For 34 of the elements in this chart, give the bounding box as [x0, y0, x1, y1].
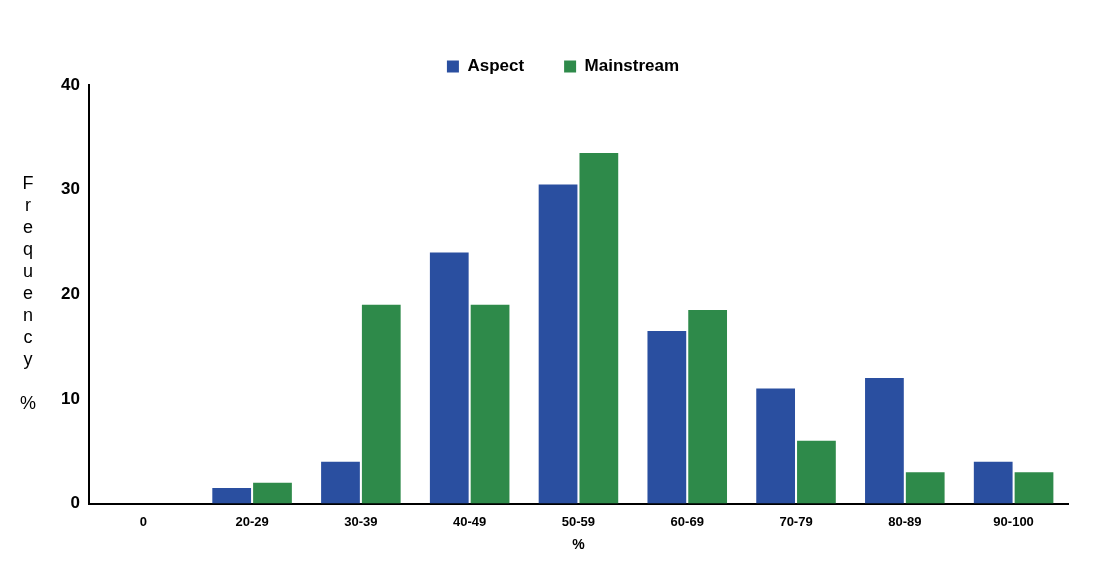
bar [973, 461, 1013, 504]
bar [688, 310, 728, 504]
legend-label: Mainstream [584, 56, 680, 76]
bar [253, 482, 292, 504]
x-tick-label: 20-29 [235, 513, 269, 529]
x-axis-title: % [572, 536, 586, 553]
legend-label: Aspect [467, 56, 525, 76]
y-tick-label: 10 [60, 388, 80, 408]
bar [321, 461, 360, 504]
x-tick-label: 30-39 [344, 513, 378, 529]
bar [1014, 472, 1054, 504]
x-tick-label: 70-79 [779, 513, 813, 529]
x-tick-label: 60-69 [670, 513, 704, 529]
bar [905, 472, 945, 504]
bar [212, 487, 252, 504]
x-tick-label: 40-49 [453, 513, 487, 529]
x-tick-label: 50-59 [561, 513, 596, 529]
y-tick-label: 40 [60, 74, 80, 94]
x-tick-label: 90-100 [993, 513, 1034, 529]
bar [756, 388, 796, 504]
x-tick-label: 80-89 [888, 513, 922, 529]
y-tick-label: 30 [60, 179, 80, 199]
bar [538, 184, 578, 504]
bar [429, 252, 469, 504]
bar [579, 153, 619, 504]
bar [865, 378, 904, 504]
x-tick-label: 0 [139, 513, 147, 529]
bar [361, 304, 401, 504]
text: Frequency % [19, 173, 37, 414]
bar [647, 330, 687, 504]
bar [470, 304, 510, 504]
y-tick-label: 0 [70, 493, 80, 513]
bar [797, 440, 836, 504]
y-tick-label: 20 [60, 283, 80, 303]
